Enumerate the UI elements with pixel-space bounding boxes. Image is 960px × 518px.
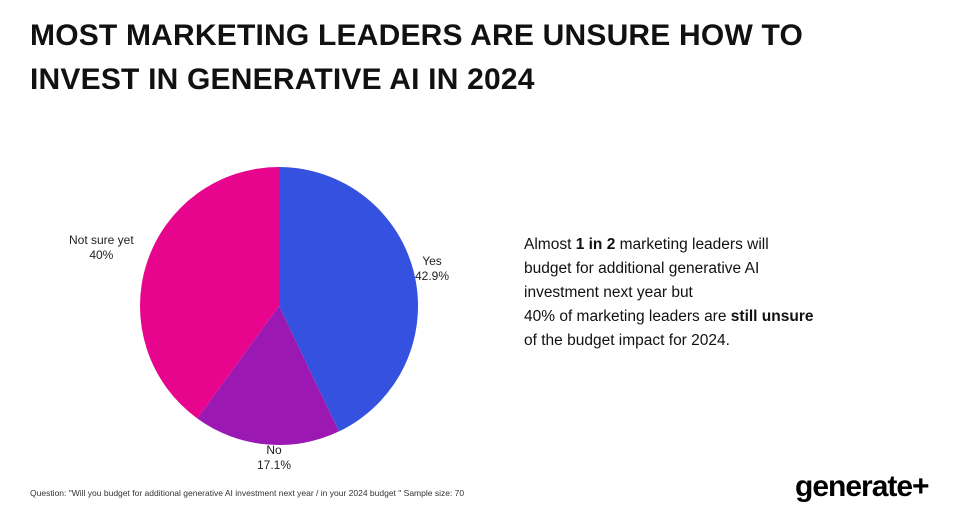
brand-logo: generate+ bbox=[795, 470, 930, 503]
slice-label-not-sure-name: Not sure yet bbox=[69, 233, 134, 247]
slice-label-not-sure-value: 40% bbox=[89, 248, 114, 262]
slice-label-not-sure: Not sure yet 40% bbox=[69, 233, 134, 263]
callout-line-4: 40% of marketing leaders are still unsur… bbox=[524, 305, 904, 329]
callout-line-5: of the budget impact for 2024. bbox=[524, 332, 730, 349]
slice-label-no: No 17.1% bbox=[257, 443, 291, 473]
callout-text-segment: marketing leaders will bbox=[615, 236, 769, 253]
callout-emphasis: still unsure bbox=[730, 308, 814, 325]
footnote: Question: "Will you budget for additiona… bbox=[30, 488, 465, 498]
slice-label-yes: Yes 42.9% bbox=[415, 254, 449, 284]
title-line-1: MOST MARKETING LEADERS ARE UNSURE HOW TO bbox=[30, 19, 804, 52]
pie-slice-no bbox=[197, 306, 339, 445]
callout-line-2: budget for additional generative AI bbox=[524, 260, 760, 277]
pie-slice-not-sure-yet bbox=[140, 167, 279, 419]
slice-label-no-name: No bbox=[266, 443, 282, 457]
callout-text-segment: 40% of marketing leaders are bbox=[524, 308, 731, 325]
callout-emphasis: 1 in 2 bbox=[575, 236, 616, 253]
callout-line-3: investment next year but bbox=[524, 284, 693, 301]
callout-line-1: Almost 1 in 2 marketing leaders will bbox=[524, 233, 904, 257]
slice-label-yes-name: Yes bbox=[422, 254, 442, 268]
pie-slice-yes bbox=[279, 167, 419, 432]
callout-text: Almost 1 in 2 marketing leaders will bud… bbox=[524, 233, 904, 353]
callout-text-segment: Almost bbox=[524, 236, 576, 253]
slice-label-yes-value: 42.9% bbox=[415, 269, 450, 283]
slice-label-no-value: 17.1% bbox=[257, 458, 292, 472]
page-title: MOST MARKETING LEADERS ARE UNSURE HOW TO… bbox=[30, 14, 910, 102]
title-line-2: INVEST IN GENERATIVE AI IN 2024 bbox=[30, 63, 535, 96]
